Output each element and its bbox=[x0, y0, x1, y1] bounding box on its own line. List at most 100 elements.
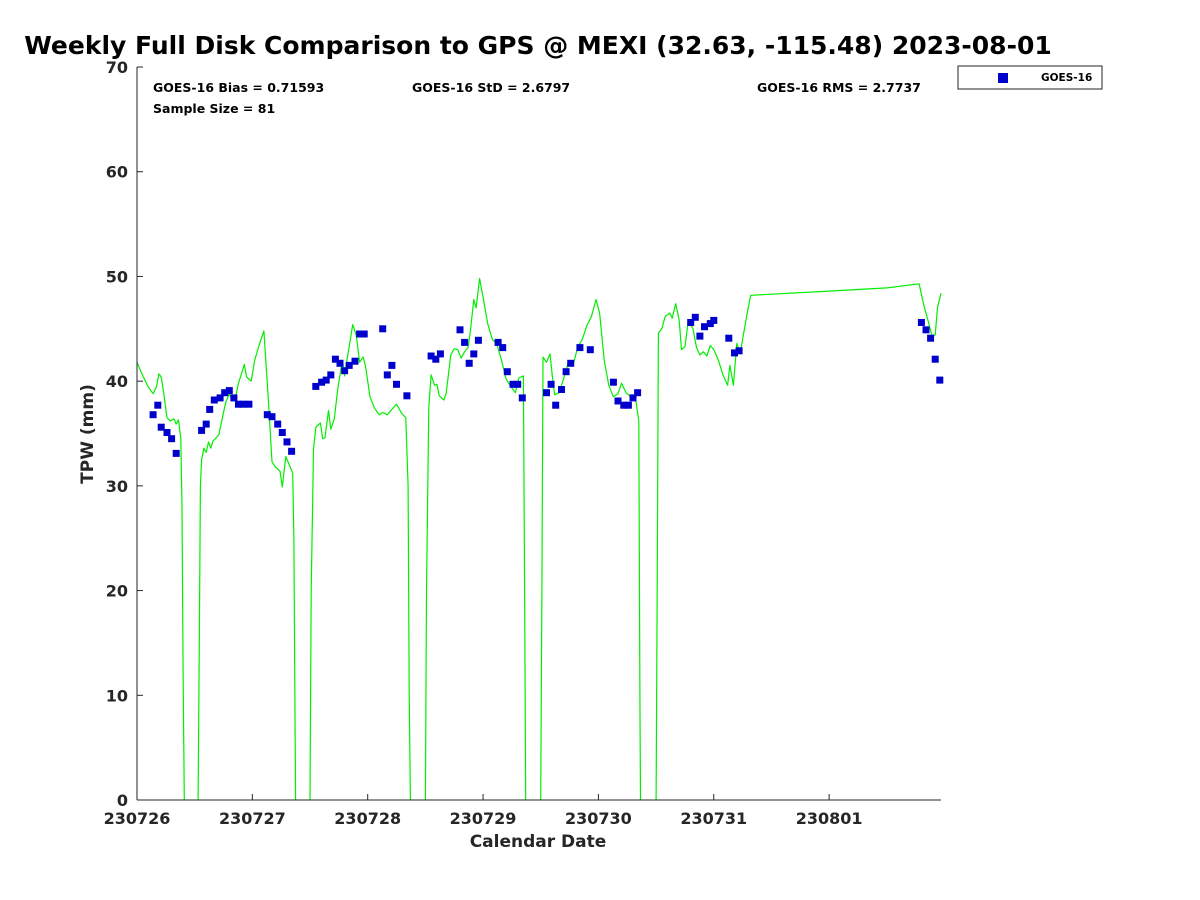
goes16-point bbox=[922, 326, 930, 334]
y-tick-label: 0 bbox=[117, 791, 128, 810]
goes16-point bbox=[586, 346, 594, 354]
goes16-point bbox=[154, 401, 162, 409]
y-axis-label: TPW (mm) bbox=[78, 384, 98, 484]
y-tick-label: 20 bbox=[106, 582, 128, 601]
goes16-point bbox=[567, 359, 575, 367]
goes16-point bbox=[436, 350, 444, 358]
y-tick-label: 50 bbox=[106, 267, 128, 286]
stat-rms: GOES-16 RMS = 2.7737 bbox=[757, 80, 921, 95]
goes16-point bbox=[216, 394, 224, 402]
goes16-point bbox=[624, 401, 632, 409]
goes16-point bbox=[283, 438, 291, 446]
x-tick-label: 230727 bbox=[219, 809, 286, 828]
goes16-point bbox=[629, 394, 637, 402]
goes16-point bbox=[725, 334, 733, 342]
y-tick-label: 30 bbox=[106, 477, 128, 496]
goes16-point bbox=[470, 350, 478, 358]
goes16-point bbox=[614, 397, 622, 405]
goes16-point bbox=[383, 371, 391, 379]
goes16-point bbox=[360, 330, 368, 338]
goes16-point bbox=[503, 368, 511, 376]
goes16-point bbox=[634, 389, 642, 397]
goes16-point bbox=[731, 349, 738, 357]
plot-area bbox=[137, 67, 941, 800]
goes16-point bbox=[609, 378, 617, 386]
goes16-point bbox=[327, 371, 335, 379]
x-tick-label: 230731 bbox=[680, 809, 747, 828]
goes16-point bbox=[172, 449, 180, 457]
goes16-point bbox=[168, 435, 176, 443]
goes16-point bbox=[710, 316, 718, 324]
goes16-point bbox=[735, 347, 743, 355]
stat-sample-size: Sample Size = 81 bbox=[153, 101, 275, 116]
x-tick-label: 230801 bbox=[796, 809, 863, 828]
legend-marker-goes16 bbox=[998, 73, 1008, 83]
chart-title: Weekly Full Disk Comparison to GPS @ MEX… bbox=[24, 31, 1052, 60]
y-tick-label: 70 bbox=[106, 58, 128, 77]
goes16-point bbox=[461, 338, 469, 346]
goes16-point bbox=[936, 376, 944, 384]
goes16-point bbox=[210, 396, 218, 404]
goes16-point bbox=[562, 368, 570, 376]
goes16-point bbox=[552, 401, 560, 409]
x-tick-label: 230730 bbox=[565, 809, 632, 828]
stat-bias: GOES-16 Bias = 0.71593 bbox=[153, 80, 324, 95]
goes16-point bbox=[163, 429, 171, 436]
goes16-point bbox=[474, 336, 482, 344]
goes16-point bbox=[499, 344, 507, 352]
goes16-point bbox=[687, 319, 695, 326]
goes16-point bbox=[427, 352, 435, 360]
goes16-point bbox=[543, 389, 550, 397]
y-tick-label: 10 bbox=[106, 686, 128, 705]
goes16-point bbox=[356, 330, 364, 338]
goes16-point bbox=[379, 325, 387, 333]
goes16-point bbox=[221, 389, 229, 397]
legend: GOES-16 bbox=[957, 65, 1103, 90]
goes16-point bbox=[509, 380, 517, 388]
goes16-point bbox=[235, 400, 242, 408]
gps-line-segment bbox=[309, 324, 411, 801]
goes16-point bbox=[432, 355, 440, 363]
goes16-point bbox=[341, 367, 349, 375]
goes16-point bbox=[931, 355, 939, 363]
goes16-point bbox=[202, 420, 210, 428]
goes16-point bbox=[351, 357, 359, 365]
goes16-point bbox=[403, 392, 411, 400]
goes16-point bbox=[239, 400, 247, 408]
gps-line-segment bbox=[136, 362, 185, 801]
goes16-point bbox=[691, 313, 699, 321]
goes16-point bbox=[620, 401, 628, 409]
x-ticks: 230726 230727 230728 230729 230730 230731 2308… bbox=[104, 794, 863, 828]
goes16-point bbox=[576, 344, 584, 352]
x-axis-label: Calendar Date bbox=[470, 832, 607, 852]
goes16-point bbox=[558, 386, 565, 393]
x-tick-label: 230729 bbox=[450, 809, 517, 828]
legend-box bbox=[957, 65, 1103, 90]
gps-line-segment bbox=[540, 298, 642, 801]
goes16-point bbox=[331, 355, 339, 363]
goes16-point bbox=[318, 378, 326, 386]
goes16-point bbox=[263, 411, 271, 419]
goes16-point bbox=[312, 382, 320, 390]
goes16-point bbox=[494, 338, 502, 346]
goes16-point bbox=[230, 394, 238, 402]
goes16-point bbox=[518, 394, 526, 402]
goes16-point bbox=[322, 376, 330, 384]
goes16-point bbox=[288, 447, 296, 455]
goes16-point bbox=[547, 380, 555, 388]
goes16-point bbox=[336, 359, 344, 367]
stat-std: GOES-16 StD = 2.6797 bbox=[412, 80, 570, 95]
goes16-point bbox=[701, 323, 708, 331]
series-layer bbox=[136, 277, 944, 801]
goes16-point bbox=[278, 429, 286, 436]
goes16-point bbox=[514, 380, 522, 388]
goes16-point bbox=[345, 361, 353, 369]
y-tick-label: 40 bbox=[106, 372, 128, 391]
goes16-point bbox=[206, 405, 214, 413]
goes16-point bbox=[393, 380, 400, 388]
gps-line-segment bbox=[655, 283, 942, 801]
goes16-point bbox=[274, 420, 282, 428]
x-tick-label: 230726 bbox=[104, 809, 171, 828]
goes16-point bbox=[927, 334, 935, 342]
gps-line-segment bbox=[197, 330, 297, 801]
